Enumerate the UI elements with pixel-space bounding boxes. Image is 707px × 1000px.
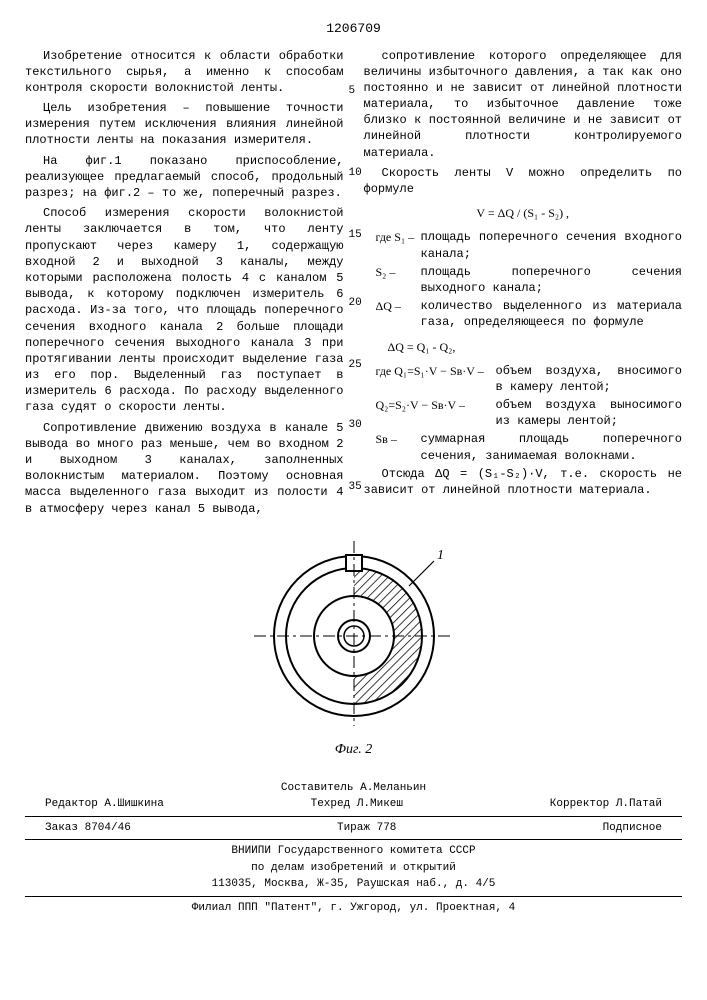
right-column: 5 10 15 20 25 30 35 сопротивление которо… xyxy=(364,48,683,521)
address: 113035, Москва, Ж-35, Раушская наб., д. … xyxy=(25,876,682,893)
symbol: Q₂=S₂·V − Sв·V – xyxy=(376,397,496,429)
para: На фиг.1 показано приспособление, реализ… xyxy=(25,153,344,202)
cross-section-diagram: 1 xyxy=(254,541,454,731)
line-number: 5 xyxy=(349,84,356,99)
compiler: Составитель А.Меланьин xyxy=(25,780,682,797)
circulation: Тираж 778 xyxy=(337,820,396,837)
where-item: S₂ – площадь поперечного сечения выходно… xyxy=(376,264,683,296)
para: Скорость ленты V можно определить по фор… xyxy=(364,165,683,197)
footer-print: Заказ 8704/46 Тираж 778 Подписное xyxy=(25,820,682,841)
para: Отсюда ΔQ = (S₁-S₂)·V, т.е. скорость не … xyxy=(364,466,683,498)
symbol: где S₁ – xyxy=(376,229,421,261)
where-item: Sв – суммарная площадь поперечного сечен… xyxy=(376,431,683,463)
where-item: где S₁ – площадь поперечного сечения вхо… xyxy=(376,229,683,261)
figure-2: 1 Фиг. 2 xyxy=(25,541,682,760)
branch: Филиал ППП "Патент", г. Ужгород, ул. Про… xyxy=(25,900,682,917)
left-column: Изобретение относится к области обработк… xyxy=(25,48,344,521)
line-number: 20 xyxy=(349,296,362,311)
line-number: 15 xyxy=(349,228,362,243)
description: объем воздуха выносимого из камеры ленто… xyxy=(496,397,683,429)
where-block: где S₁ – площадь поперечного сечения вхо… xyxy=(376,229,683,330)
line-number: 35 xyxy=(349,480,362,495)
para: Изобретение относится к области обработк… xyxy=(25,48,344,97)
figure-label: Фиг. 2 xyxy=(25,741,682,760)
description: площадь поперечного сечения выходного ка… xyxy=(421,264,683,296)
description: суммарная площадь поперечного сечения, з… xyxy=(421,431,683,463)
symbol: где Q₁=S₁·V − Sв·V – xyxy=(376,363,496,395)
formula: V = ΔQ / (S₁ - S₂) , xyxy=(364,205,683,221)
where-item: где Q₁=S₁·V − Sв·V – объем воздуха, внос… xyxy=(376,363,683,395)
org-line: ВНИИПИ Государственного комитета СССР xyxy=(25,843,682,860)
tech-editor: Техред Л.Микеш xyxy=(311,796,403,813)
divider xyxy=(25,896,682,897)
footer-credits: Редактор А.Шишкина Техред Л.Микеш Коррек… xyxy=(25,796,682,817)
line-number: 25 xyxy=(349,358,362,373)
where-item: Q₂=S₂·V − Sв·V – объем воздуха выносимог… xyxy=(376,397,683,429)
corrector: Корректор Л.Патай xyxy=(550,796,662,813)
para: Цель изобретения – повышение точности из… xyxy=(25,100,344,149)
line-number: 30 xyxy=(349,418,362,433)
editor: Редактор А.Шишкина xyxy=(45,796,164,813)
footer-block: Составитель А.Меланьин Редактор А.Шишкин… xyxy=(25,780,682,917)
line-number: 10 xyxy=(349,166,362,181)
text-columns: Изобретение относится к области обработк… xyxy=(25,48,682,521)
callout-label: 1 xyxy=(437,548,444,563)
description: площадь поперечного сечения входного кан… xyxy=(421,229,683,261)
para: сопротивление которого определяющее для … xyxy=(364,48,683,161)
description: объем воздуха, вносимого в камеру лентой… xyxy=(496,363,683,395)
document-number: 1206709 xyxy=(25,20,682,38)
subscription: Подписное xyxy=(603,820,662,837)
symbol: ΔQ – xyxy=(376,298,421,330)
order: Заказ 8704/46 xyxy=(45,820,131,837)
symbol: S₂ – xyxy=(376,264,421,296)
formula: ΔQ = Q₁ - Q₂, xyxy=(388,339,683,355)
para: Сопротивление движению воздуха в канале … xyxy=(25,420,344,517)
org-line: по делам изобретений и открытий xyxy=(25,860,682,877)
where-block: где Q₁=S₁·V − Sв·V – объем воздуха, внос… xyxy=(376,363,683,464)
para: Способ измерения скорости волокнистой ле… xyxy=(25,205,344,415)
where-item: ΔQ – количество выделенного из материала… xyxy=(376,298,683,330)
description: количество выделенного из материала газа… xyxy=(421,298,683,330)
symbol: Sв – xyxy=(376,431,421,463)
